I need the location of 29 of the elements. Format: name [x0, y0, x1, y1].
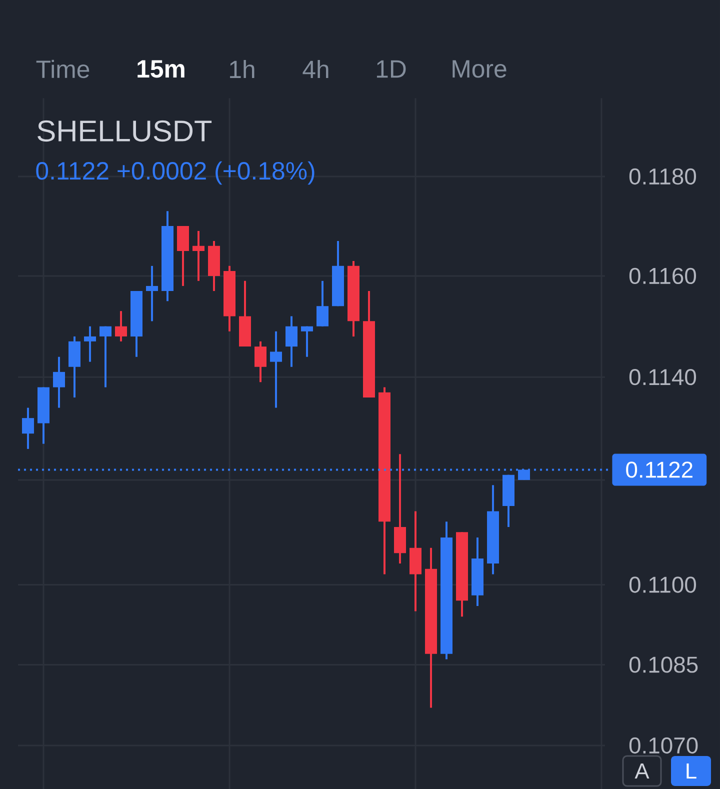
y-tick-label: 0.1160 [629, 268, 696, 284]
candlestick [301, 325, 313, 358]
candlestick [115, 310, 127, 342]
candlestick [84, 325, 96, 363]
candlestick [146, 264, 158, 322]
candlestick [192, 230, 204, 282]
candlestick [316, 280, 328, 328]
ref-line-label: 0.1122 [626, 462, 692, 478]
y-tick-label: 0.1180 [629, 168, 696, 185]
text: 4h [302, 60, 328, 78]
text: SHELLUSDT [38, 120, 212, 142]
candlestick [22, 406, 34, 450]
y-tick-label: 0.1070 [629, 737, 698, 754]
candlestick [100, 325, 112, 388]
y-tick-label: 0.1140 [629, 368, 696, 386]
candlestick [270, 330, 282, 409]
text: A [634, 763, 650, 779]
candlestick [254, 340, 266, 384]
candlestick [286, 315, 298, 368]
candlestick [53, 356, 65, 409]
y-tick-label: 0.1085 [629, 656, 698, 673]
text: More [452, 60, 506, 78]
text: 0.1122 +0.0002 (+0.18%) [36, 161, 314, 185]
text: L [686, 763, 696, 779]
text: 1D [376, 60, 406, 78]
y-tick-label: 0.1100 [629, 576, 696, 593]
text: Time [36, 60, 90, 78]
text: 1h [230, 60, 254, 78]
text: 15m [138, 60, 184, 78]
